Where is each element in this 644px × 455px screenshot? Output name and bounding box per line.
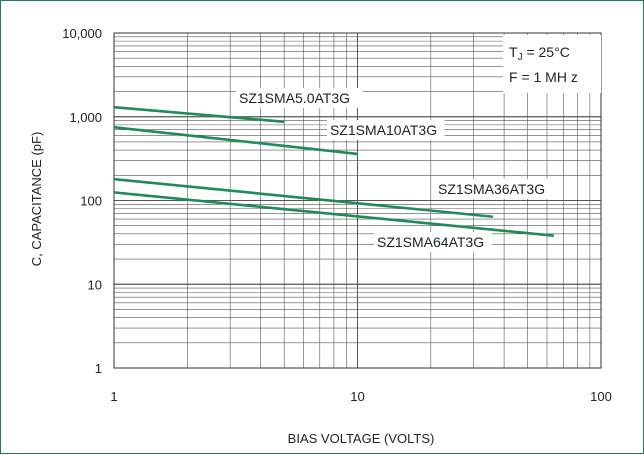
series-label-sz1sma5.0at3g: SZ1SMA5.0AT3G xyxy=(239,90,350,106)
temperature-condition: TJ = 25°C xyxy=(509,44,570,63)
series-line-sz1sma64at3g xyxy=(113,191,554,237)
y-tick-label: 10,000 xyxy=(62,26,102,41)
series-label-sz1sma64at3g: SZ1SMA64AT3G xyxy=(377,234,484,250)
series-label-sz1sma36at3g: SZ1SMA36AT3G xyxy=(438,181,545,197)
x-axis-title: BIAS VOLTAGE (VOLTS) xyxy=(288,431,435,446)
frequency-condition: F = 1 MH z xyxy=(509,69,578,85)
x-tick-label: 10 xyxy=(350,389,364,404)
tick-labels: 1 10 100 1 10 100 1,000 10,000 xyxy=(62,26,612,404)
y-axis-title: C, CAPACITANCE (pF) xyxy=(29,132,44,267)
y-tick-label: 10 xyxy=(88,277,102,292)
series-label-background xyxy=(435,179,553,199)
series-labels: SZ1SMA5.0AT3G SZ1SMA10AT3G SZ1SMA36AT3G SZ1… xyxy=(236,88,553,252)
series-line-sz1sma10at3g xyxy=(113,125,358,156)
series-line-sz1sma5.0at3g xyxy=(113,105,285,124)
series-label-sz1sma10at3g: SZ1SMA10AT3G xyxy=(330,122,437,138)
conditions-box: TJ = 25°C F = 1 MH z xyxy=(503,35,601,93)
series-lines xyxy=(113,105,554,237)
y-tick-label: 1 xyxy=(95,361,102,376)
series-line-sz1sma36at3g xyxy=(113,177,494,219)
x-tick-label: 100 xyxy=(590,389,612,404)
y-tick-label: 100 xyxy=(80,194,102,209)
series-label-background xyxy=(374,232,492,252)
y-tick-label: 1,000 xyxy=(69,110,102,125)
plot-area-border xyxy=(113,32,602,369)
series-label-background xyxy=(327,120,445,140)
x-tick-label: 1 xyxy=(110,389,117,404)
series-label-background xyxy=(236,88,363,108)
